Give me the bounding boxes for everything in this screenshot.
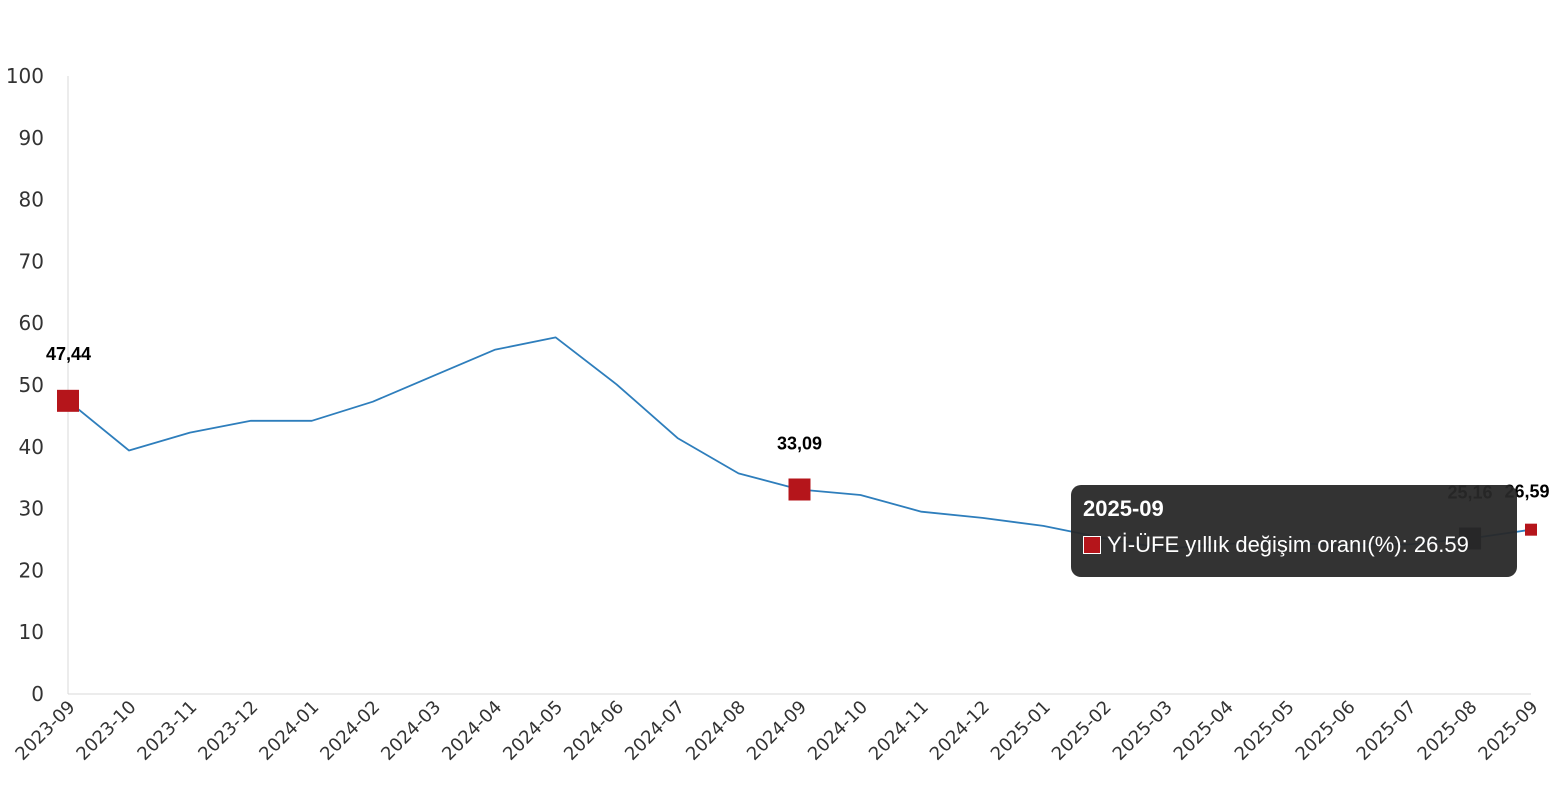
x-tick-label: 2024-08 (682, 697, 750, 765)
x-tick-label: 2024-01 (255, 697, 323, 765)
x-tick-label: 2025-07 (1353, 697, 1421, 765)
data-label: 47,44 (46, 344, 91, 364)
x-tick-label: 2023-10 (72, 697, 140, 765)
x-tick-label: 2023-11 (133, 697, 201, 765)
x-tick-label: 2024-07 (621, 697, 689, 765)
chart-tooltip: 2025-09 Yİ-ÜFE yıllık değişim oranı(%): … (1071, 485, 1517, 577)
x-tick-label: 2024-12 (926, 697, 994, 765)
x-tick-label: 2025-02 (1048, 697, 1116, 765)
x-tick-label: 2024-10 (804, 697, 872, 765)
y-tick-label: 50 (19, 373, 44, 397)
x-tick-label: 2025-04 (1170, 697, 1238, 765)
y-tick-label: 20 (19, 558, 44, 582)
x-tick-label: 2024-05 (499, 697, 567, 765)
x-tick-label: 2024-04 (438, 697, 506, 765)
x-tick-label: 2024-02 (316, 697, 384, 765)
x-tick-label: 2025-05 (1231, 697, 1299, 765)
y-tick-label: 0 (31, 682, 44, 706)
data-label: 33,09 (777, 434, 822, 454)
tooltip-row: Yİ-ÜFE yıllık değişim oranı(%): 26.59 (1083, 531, 1505, 559)
data-marker[interactable] (1525, 523, 1537, 536)
y-tick-label: 80 (19, 188, 44, 212)
y-tick-label: 40 (19, 435, 44, 459)
x-tick-label: 2025-09 (1474, 697, 1542, 765)
y-tick-label: 100 (6, 64, 44, 88)
axes (67, 76, 1531, 695)
data-marker[interactable] (57, 389, 79, 412)
x-tick-label: 2024-06 (560, 697, 628, 765)
x-tick-label: 2025-08 (1414, 697, 1482, 765)
x-axis-ticks: 2023-092023-102023-112023-122024-012024-… (11, 697, 1542, 765)
x-tick-label: 2024-09 (743, 697, 811, 765)
x-tick-label: 2025-01 (987, 697, 1055, 765)
x-tick-label: 2024-11 (865, 697, 933, 765)
x-tick-label: 2024-03 (377, 697, 445, 765)
x-tick-label: 2025-03 (1109, 697, 1177, 765)
x-tick-label: 2023-09 (11, 697, 79, 765)
tooltip-text: Yİ-ÜFE yıllık değişim oranı(%): 26.59 (1107, 532, 1469, 557)
tooltip-title: 2025-09 (1083, 496, 1164, 521)
y-tick-label: 30 (19, 497, 44, 521)
x-tick-label: 2025-06 (1292, 697, 1360, 765)
y-axis-ticks: 0 10 20 30 40 50 60 70 80 90 100 (6, 64, 44, 706)
y-tick-label: 70 (19, 249, 44, 273)
x-tick-label: 2023-12 (194, 697, 262, 765)
tooltip-series-swatch (1083, 536, 1101, 554)
y-tick-label: 10 (19, 620, 44, 644)
y-tick-label: 90 (19, 126, 44, 150)
data-marker[interactable] (788, 478, 811, 501)
y-tick-label: 60 (19, 311, 44, 335)
